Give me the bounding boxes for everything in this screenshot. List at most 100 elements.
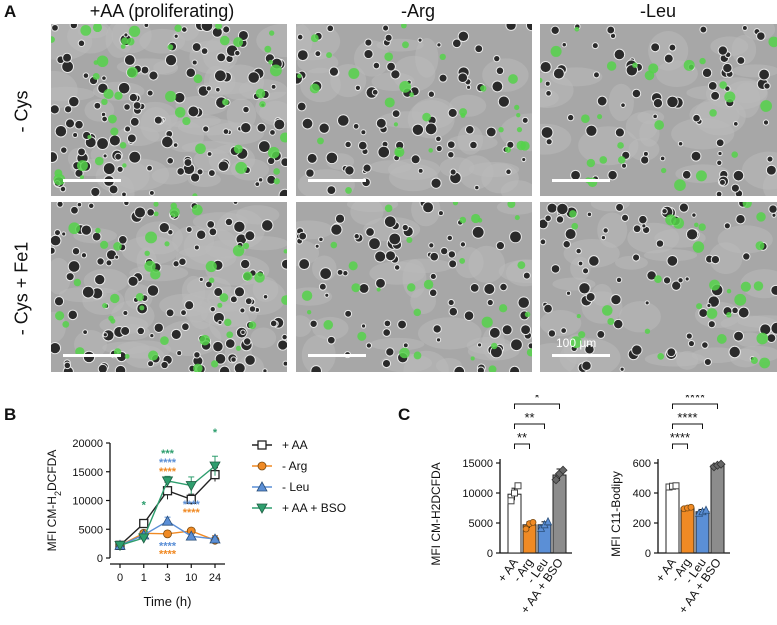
data-point — [514, 482, 522, 490]
fluorescent-spot — [407, 283, 416, 292]
fluorescent-spot — [268, 30, 275, 36]
x-tick-label: 24 — [209, 572, 221, 584]
rounded-cell — [191, 42, 202, 52]
rounded-cell — [309, 319, 318, 328]
rounded-cell — [368, 237, 381, 251]
fluorescent-spot — [219, 293, 229, 302]
significance-bracket — [672, 423, 703, 429]
rounded-cell — [717, 150, 723, 157]
fluorescent-spot — [160, 336, 169, 345]
fluorescent-spot — [254, 272, 265, 283]
rounded-cell — [234, 49, 241, 57]
rounded-cell — [53, 229, 61, 237]
rounded-cell — [437, 210, 444, 217]
rounded-cell — [642, 150, 649, 157]
rounded-cell — [365, 227, 375, 237]
rounded-cell — [140, 65, 150, 75]
y-tick-label: 15000 — [462, 458, 493, 470]
rounded-cell — [585, 291, 596, 302]
rounded-cell — [187, 105, 200, 118]
cell-body — [614, 255, 648, 270]
rounded-cell — [318, 122, 330, 134]
rounded-cell — [615, 202, 625, 212]
rounded-cell — [334, 213, 346, 224]
data-point — [511, 489, 518, 497]
fluorescent-spot — [79, 175, 85, 180]
cell-body — [481, 163, 519, 194]
fluorescent-spot — [597, 114, 603, 120]
fluorescent-spot — [607, 318, 615, 326]
fluorescent-spot — [174, 107, 186, 118]
fluorescent-spot — [393, 122, 399, 127]
fluorescent-spot — [169, 207, 180, 218]
rounded-cell — [277, 339, 287, 351]
rounded-cell — [641, 223, 647, 229]
fluorescent-spot — [692, 241, 705, 253]
rounded-cell — [424, 122, 438, 136]
micrograph-aa-cys-fe1 — [51, 202, 287, 372]
rounded-cell — [108, 184, 119, 195]
fluorescent-spot — [233, 144, 243, 154]
fluorescent-spot — [516, 113, 521, 118]
rounded-cell — [632, 224, 642, 234]
fluorescent-spot — [62, 320, 70, 328]
rounded-cell — [386, 61, 396, 72]
data-point — [114, 540, 126, 552]
rounded-cell — [371, 88, 379, 96]
rounded-cell — [209, 306, 216, 313]
fluorescent-spot — [759, 357, 771, 369]
x-tick-label: 0 — [117, 572, 123, 584]
fluorescent-spot — [273, 168, 280, 175]
cell-body — [84, 98, 115, 122]
fluorescent-spot — [760, 100, 773, 112]
rounded-cell — [224, 217, 234, 227]
rounded-cell — [71, 247, 81, 256]
rounded-cell — [385, 347, 395, 357]
rounded-cell — [476, 366, 485, 372]
rounded-cell — [344, 165, 355, 176]
rounded-cell — [377, 145, 391, 159]
fluorescent-spot — [145, 231, 158, 244]
rounded-cell — [193, 244, 200, 251]
data-point — [209, 461, 221, 472]
fluorescent-spot — [87, 135, 92, 140]
rounded-cell — [61, 231, 67, 237]
rounded-cell — [546, 202, 558, 214]
fluorescent-spot — [694, 222, 699, 228]
fluorescent-spot — [618, 156, 626, 164]
rounded-cell — [96, 137, 109, 150]
rounded-cell — [296, 49, 309, 62]
rounded-cell — [417, 37, 423, 43]
rounded-cell — [298, 231, 308, 241]
fluorescent-spot — [428, 148, 433, 153]
rounded-cell — [435, 135, 442, 143]
rounded-cell — [756, 31, 766, 41]
fluorescent-spot — [550, 45, 562, 57]
fluorescent-spot — [219, 35, 230, 46]
significance-label: **** — [670, 430, 690, 445]
rounded-cell — [763, 82, 771, 90]
rounded-cell — [282, 360, 287, 367]
fluorescent-spot — [644, 328, 651, 334]
fluorescent-spot — [54, 169, 63, 178]
scale-bar — [552, 354, 610, 357]
rounded-cell — [644, 300, 650, 306]
rounded-cell — [161, 135, 174, 149]
rounded-cell — [76, 202, 83, 208]
rounded-cell — [53, 296, 65, 307]
rounded-cell — [765, 164, 777, 176]
significance-label: ** — [524, 410, 534, 425]
fluorescent-spot — [400, 24, 407, 29]
rounded-cell — [181, 322, 190, 332]
rounded-cell — [129, 116, 140, 127]
rounded-cell — [607, 169, 618, 181]
rounded-cell — [146, 89, 154, 97]
fluorescent-spot — [750, 356, 758, 364]
rounded-cell — [593, 71, 600, 79]
fluorescent-spot — [699, 57, 706, 65]
rounded-cell — [91, 231, 102, 242]
fluorescent-spot — [459, 216, 467, 224]
scale-bar — [308, 179, 366, 182]
rounded-cell — [94, 273, 106, 286]
rounded-cell — [402, 342, 409, 349]
